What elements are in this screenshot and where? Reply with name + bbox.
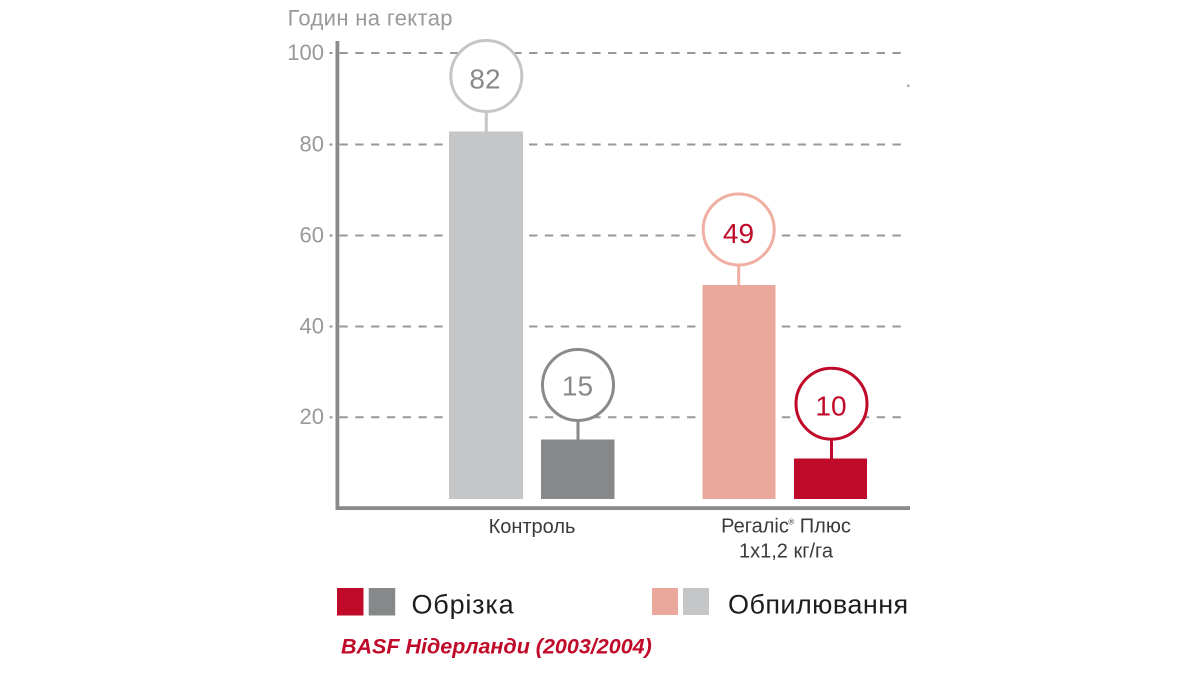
svg-text:1х1,2 кг/га: 1х1,2 кг/га	[739, 541, 834, 563]
svg-text:15: 15	[562, 370, 593, 401]
svg-text:Годин на гектар: Годин на гектар	[288, 5, 453, 30]
svg-text:49: 49	[723, 218, 754, 249]
svg-text:20: 20	[300, 404, 324, 429]
svg-text:80: 80	[300, 131, 324, 156]
svg-text:60: 60	[300, 222, 324, 247]
svg-text:Обпилювання: Обпилювання	[728, 590, 909, 620]
svg-text:Обрізка: Обрізка	[412, 590, 515, 620]
svg-text:Контроль: Контроль	[489, 516, 576, 538]
svg-text:10: 10	[815, 391, 846, 422]
svg-text:40: 40	[300, 313, 324, 338]
svg-text:Регаліс® Плюс: Регаліс® Плюс	[721, 516, 851, 538]
svg-text:82: 82	[469, 64, 500, 95]
svg-text:100: 100	[287, 40, 324, 65]
svg-text:BASF Нідерланди (2003/2004): BASF Нідерланди (2003/2004)	[341, 635, 652, 659]
